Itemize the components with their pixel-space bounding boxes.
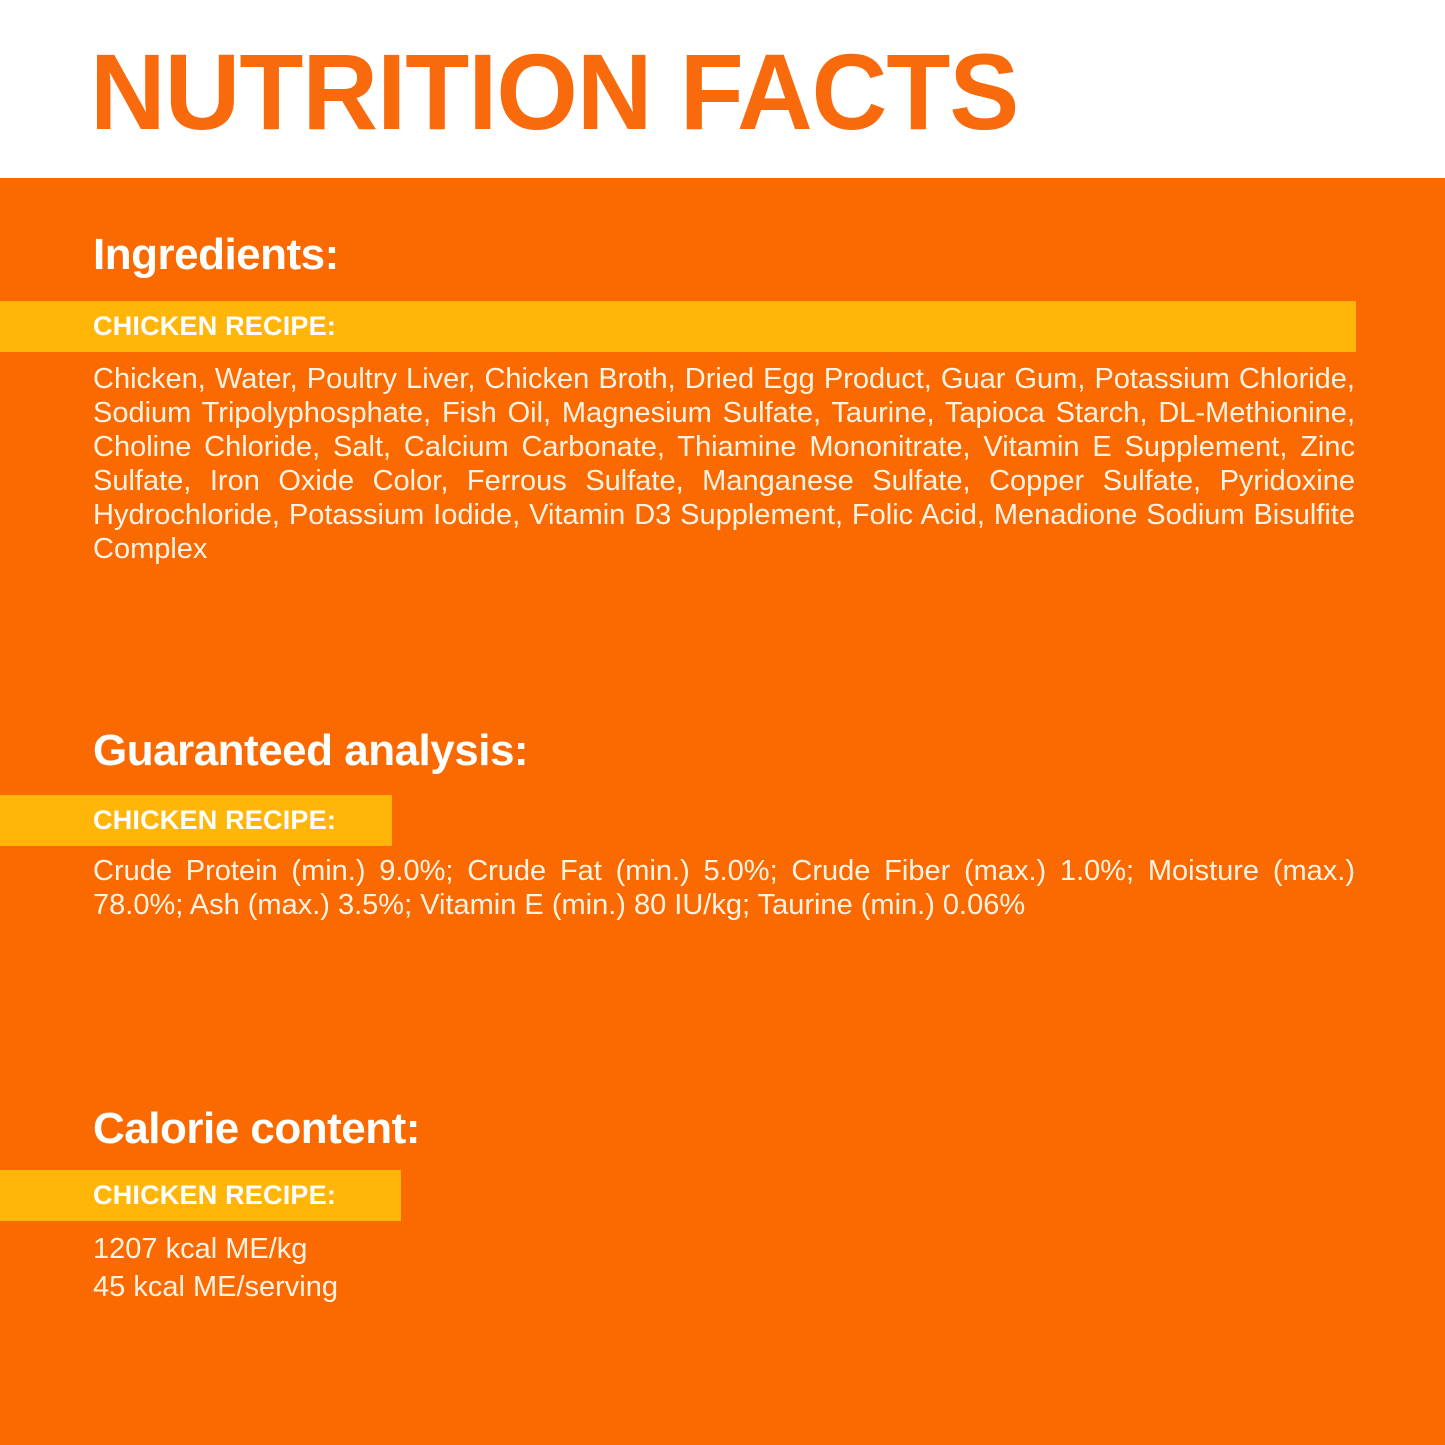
calorie-content-heading: Calorie content: [93,1104,420,1153]
title-band: NUTRITION FACTS [0,0,1445,178]
page-title: NUTRITION FACTS [90,31,1019,152]
calorie-content-recipe-band: CHICKEN RECIPE: [0,1170,401,1221]
guaranteed-analysis-heading: Guaranteed analysis: [93,726,529,775]
ingredients-heading: Ingredients: [93,230,339,279]
guaranteed-analysis-recipe-label: CHICKEN RECIPE: [93,805,337,835]
ingredients-recipe-band: CHICKEN RECIPE: [0,301,1356,352]
guaranteed-analysis-body-text: Crude Protein (min.) 9.0%; Crude Fat (mi… [93,855,1355,921]
calorie-per-serving: 45 kcal ME/serving [93,1271,338,1303]
ingredients-body-text: Chicken, Water, Poultry Liver, Chicken B… [93,363,1355,565]
ingredients-recipe-label: CHICKEN RECIPE: [93,311,337,341]
calorie-content-recipe-label: CHICKEN RECIPE: [93,1180,337,1210]
calorie-content-body: 1207 kcal ME/kg 45 kcal ME/serving [93,1230,793,1306]
calorie-per-kg: 1207 kcal ME/kg [93,1233,308,1265]
guaranteed-analysis-recipe-band: CHICKEN RECIPE: [0,795,392,846]
